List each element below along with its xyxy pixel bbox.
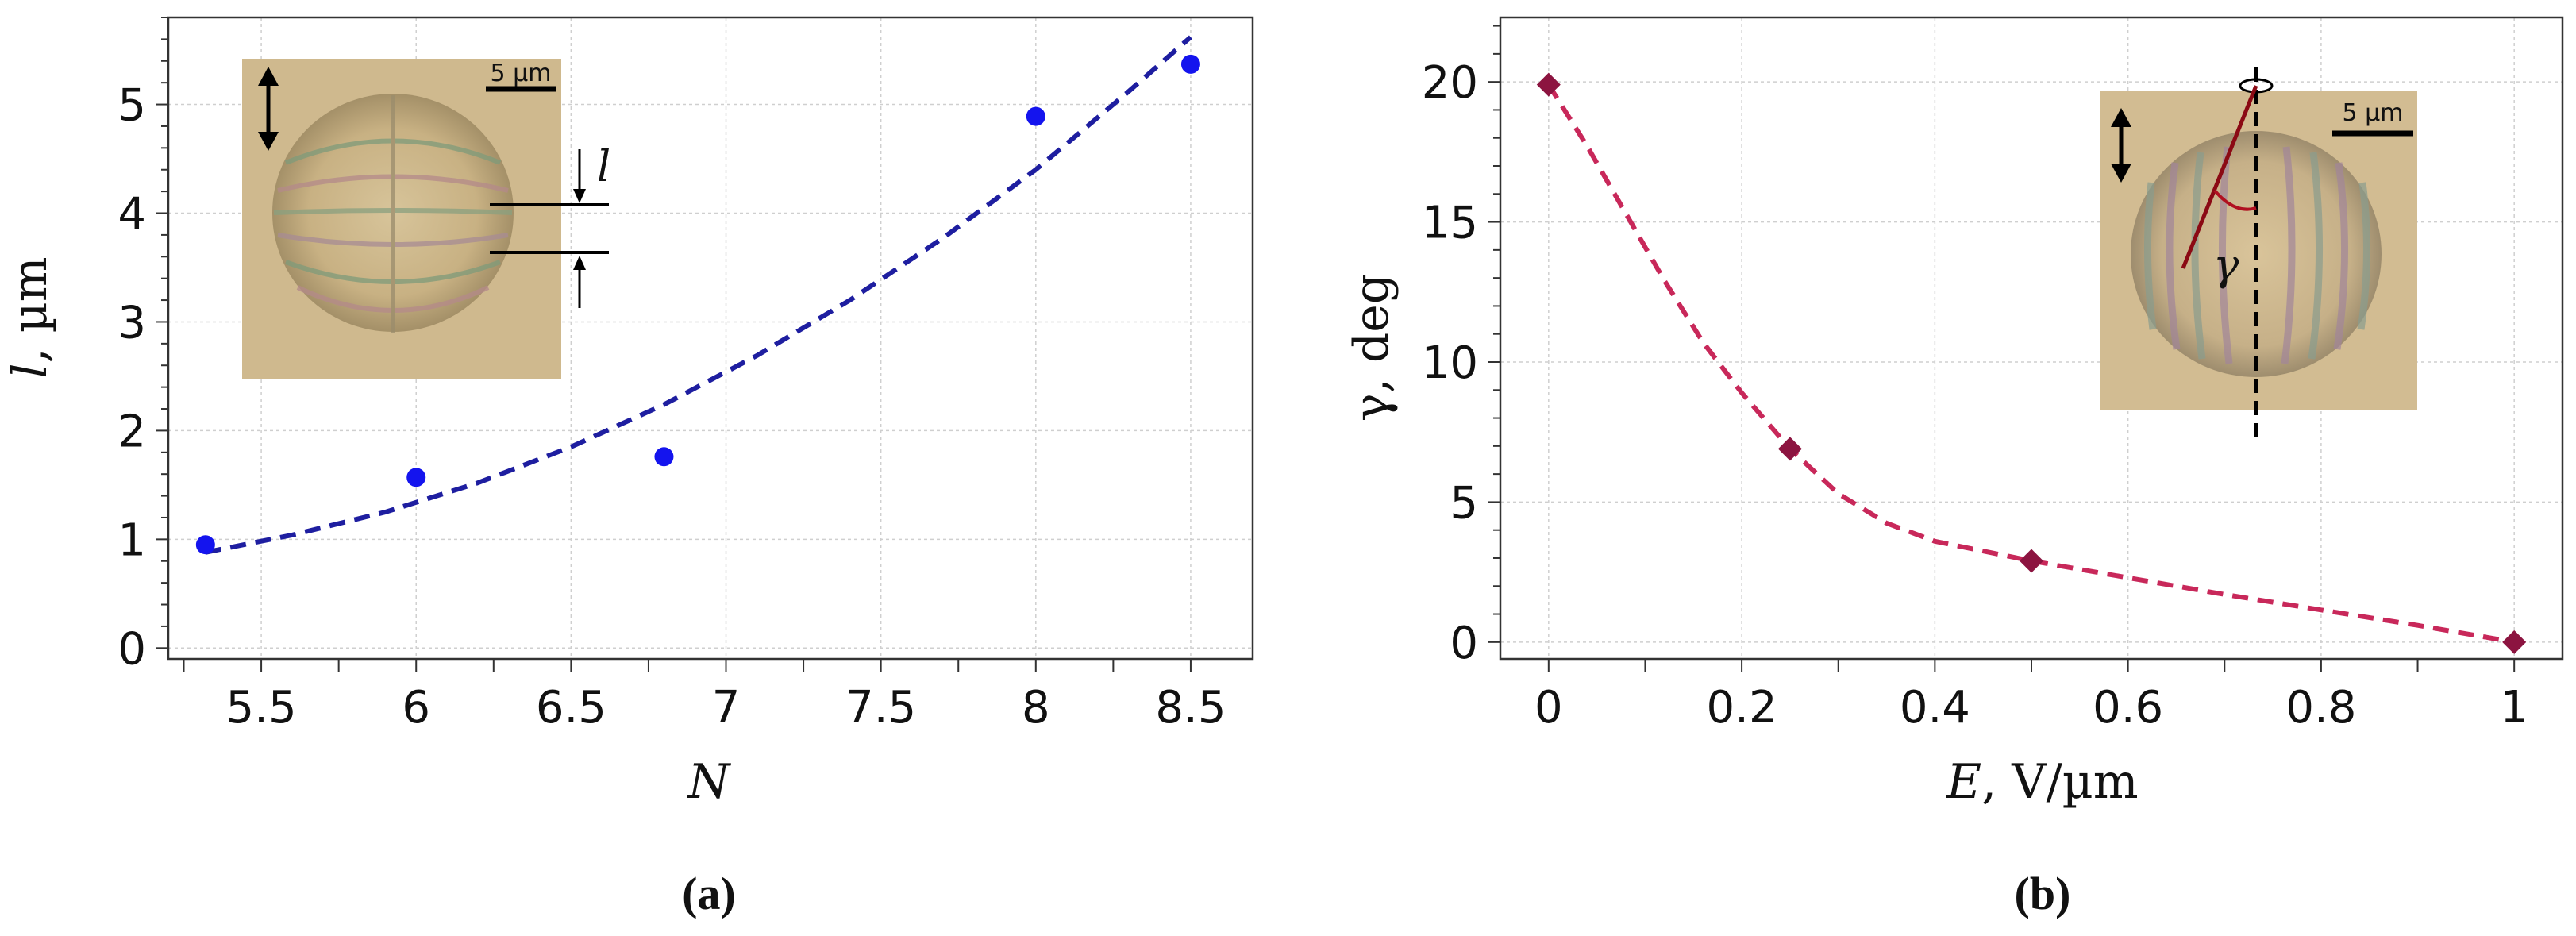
minor-ticks-b (1488, 25, 2516, 672)
data-points-a (195, 54, 1200, 555)
y-tick-label: 10 (1422, 337, 1478, 389)
x-tick-label: 7.5 (845, 682, 916, 734)
data-point (2020, 549, 2043, 573)
angle-annotation-gamma: γ (2213, 240, 2239, 290)
y-tick-label: 5 (1450, 477, 1478, 529)
inset-micrograph-b: γ 5 µm (2100, 67, 2417, 437)
y-axis-label-a: l, µm (2, 256, 58, 378)
period-annotation-l: l (597, 141, 610, 191)
minor-ticks-a (156, 17, 1192, 672)
scale-bar-label-b: 5 µm (2343, 99, 2404, 127)
y-tick-labels-b: 0 5 10 15 20 (1422, 57, 1478, 669)
chart-panel-a: 5.5 6 6.5 7 7.5 8 8.5 0 1 2 3 4 5 N l, µm (a) (2, 16, 1254, 919)
y-tick-label: 15 (1422, 198, 1478, 249)
x-tick-label: 1 (2500, 682, 2528, 734)
rotation-arrow-icon (2239, 78, 2274, 94)
y-tick-label: 0 (1450, 618, 1478, 669)
y-tick-label: 3 (117, 297, 146, 349)
fit-curve (1546, 83, 2515, 645)
x-tick-label: 5.5 (226, 682, 297, 734)
data-point (1180, 54, 1200, 74)
scale-bar-label-a: 5 µm (491, 60, 552, 87)
panel-label-b: (b) (2015, 868, 2071, 919)
data-point (1026, 106, 1045, 126)
data-point (1777, 437, 1802, 461)
x-axis-label-a: N (687, 754, 732, 810)
tilt-line (2181, 85, 2258, 269)
x-tick-label: 0.6 (2093, 682, 2163, 734)
x-tick-label: 0 (1534, 682, 1563, 734)
x-tick-label: 8.5 (1155, 682, 1226, 734)
data-point (2502, 630, 2527, 654)
y-tick-label: 2 (117, 406, 146, 457)
x-tick-label: 7 (712, 682, 741, 734)
fit-curves-b (1546, 83, 2515, 645)
data-point (1536, 72, 1561, 97)
data-point (406, 468, 426, 487)
x-tick-label: 6.5 (536, 682, 606, 734)
angle-arc (2213, 189, 2257, 211)
x-tick-label: 8 (1022, 682, 1050, 734)
x-tick-labels-b: 0 0.2 0.4 0.6 0.8 1 (1534, 682, 2528, 734)
y-tick-label: 1 (117, 514, 146, 566)
y-axis-label-b: γ, deg (1344, 274, 1400, 422)
data-point (195, 535, 215, 555)
fit-curves-a (205, 35, 1192, 555)
fit-curve (205, 35, 1192, 555)
x-tick-label: 0.2 (1707, 682, 1777, 734)
x-tick-label: 0.4 (1900, 682, 1970, 734)
y-tick-label: 4 (117, 189, 146, 241)
y-tick-labels-a: 0 1 2 3 4 5 (117, 80, 146, 676)
inset-micrograph-a: 5 µm l (242, 59, 610, 379)
x-axis-label-b: E, V/µm (1946, 754, 2138, 810)
y-tick-label: 5 (117, 80, 146, 132)
data-point (654, 447, 674, 467)
data-points-b (1536, 72, 2527, 654)
x-tick-label: 6 (402, 682, 430, 734)
x-tick-labels-a: 5.5 6 6.5 7 7.5 8 8.5 (226, 682, 1226, 734)
chart-panel-b: 0 0.2 0.4 0.6 0.8 1 0 5 10 15 20 E, V/µm γ, deg (… (1344, 16, 2564, 919)
panel-label-a: (a) (682, 868, 736, 919)
y-tick-label: 0 (117, 623, 146, 675)
axes-frame-a (167, 16, 1254, 661)
x-tick-label: 0.8 (2285, 682, 2356, 734)
y-tick-label: 20 (1422, 57, 1478, 109)
